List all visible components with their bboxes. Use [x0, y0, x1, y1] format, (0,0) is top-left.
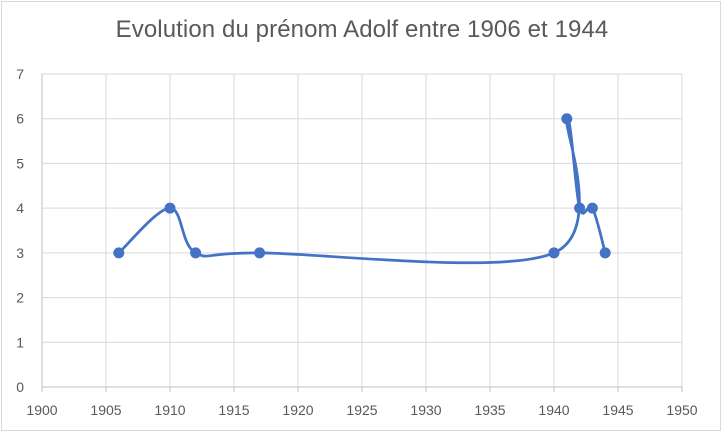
x-tick-label: 1900: [26, 402, 57, 418]
x-tick-label: 1920: [282, 402, 313, 418]
series-points: [113, 113, 611, 259]
y-tick-label: 6: [16, 111, 24, 127]
data-point: [164, 202, 176, 214]
data-point: [574, 202, 586, 214]
data-point: [190, 247, 202, 259]
y-tick-label: 1: [16, 334, 24, 350]
y-tick-label: 7: [16, 66, 24, 82]
y-tick-label: 0: [16, 379, 24, 395]
data-point: [599, 247, 611, 259]
series-line: [117, 117, 607, 265]
data-point: [548, 247, 560, 259]
axes: [41, 74, 683, 392]
x-tick-label: 1930: [410, 402, 441, 418]
y-tick-label: 5: [16, 155, 24, 171]
data-point: [586, 202, 598, 214]
x-tick-label: 1905: [90, 402, 121, 418]
y-tick-labels: 0 1 2 3 4 5 6 7: [16, 66, 24, 395]
x-tick-label: 1915: [218, 402, 249, 418]
x-tick-label: 1935: [474, 402, 505, 418]
x-tick-labels: 1900 1905 1910 1915 1920 1925 1930 1935 1940 1945…: [26, 402, 697, 418]
x-tick-label: 1950: [666, 402, 697, 418]
x-tick-label: 1940: [538, 402, 569, 418]
chart-title: Evolution du prénom Adolf entre 1906 et …: [115, 16, 609, 43]
x-tick-label: 1925: [346, 402, 377, 418]
data-point: [254, 247, 266, 259]
y-tick-label: 2: [16, 290, 24, 306]
x-tick-label: 1910: [154, 402, 185, 418]
y-tick-label: 4: [16, 200, 24, 216]
x-tick-label: 1945: [602, 402, 633, 418]
y-tick-label: 3: [16, 245, 24, 261]
data-point: [561, 113, 573, 125]
data-point: [113, 247, 125, 259]
grid-lines: [42, 73, 683, 387]
